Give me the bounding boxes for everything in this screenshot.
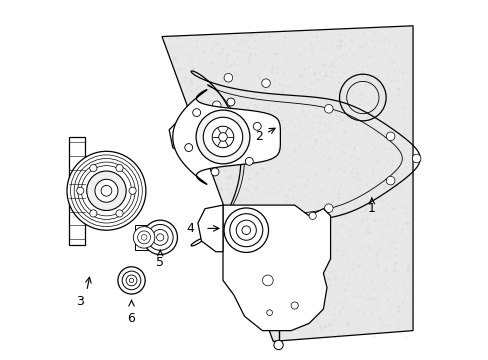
Circle shape bbox=[229, 214, 262, 247]
Text: 4: 4 bbox=[186, 222, 194, 235]
Circle shape bbox=[386, 176, 394, 185]
Circle shape bbox=[90, 210, 97, 217]
Circle shape bbox=[152, 229, 168, 245]
Circle shape bbox=[133, 226, 155, 248]
Circle shape bbox=[273, 340, 283, 350]
Circle shape bbox=[218, 133, 227, 141]
Circle shape bbox=[212, 101, 221, 109]
Circle shape bbox=[261, 79, 270, 87]
Circle shape bbox=[118, 267, 145, 294]
Circle shape bbox=[86, 171, 126, 211]
Text: 6: 6 bbox=[127, 311, 135, 325]
Circle shape bbox=[324, 204, 332, 212]
Circle shape bbox=[262, 275, 273, 286]
Circle shape bbox=[411, 154, 420, 163]
Circle shape bbox=[67, 151, 145, 230]
Circle shape bbox=[101, 185, 112, 196]
Polygon shape bbox=[162, 26, 412, 341]
Circle shape bbox=[386, 132, 394, 141]
Polygon shape bbox=[198, 205, 223, 252]
Circle shape bbox=[212, 207, 221, 216]
Circle shape bbox=[261, 229, 270, 238]
Circle shape bbox=[196, 110, 249, 164]
Circle shape bbox=[184, 144, 192, 152]
Circle shape bbox=[212, 126, 233, 148]
Circle shape bbox=[211, 168, 219, 176]
Circle shape bbox=[156, 234, 163, 241]
Circle shape bbox=[137, 231, 150, 244]
Circle shape bbox=[147, 225, 173, 250]
Circle shape bbox=[245, 157, 253, 165]
Circle shape bbox=[129, 278, 133, 283]
Text: 3: 3 bbox=[76, 296, 83, 309]
Circle shape bbox=[242, 226, 250, 234]
Text: 1: 1 bbox=[367, 202, 375, 215]
Polygon shape bbox=[223, 205, 330, 330]
Polygon shape bbox=[69, 137, 85, 244]
Circle shape bbox=[211, 154, 220, 163]
Circle shape bbox=[122, 271, 141, 290]
Polygon shape bbox=[172, 90, 280, 184]
Circle shape bbox=[116, 210, 123, 217]
Circle shape bbox=[116, 165, 123, 172]
Text: 2: 2 bbox=[254, 130, 262, 144]
Circle shape bbox=[203, 117, 242, 157]
Circle shape bbox=[253, 122, 261, 130]
Polygon shape bbox=[169, 119, 201, 155]
Circle shape bbox=[226, 98, 234, 106]
Circle shape bbox=[95, 179, 118, 202]
Circle shape bbox=[290, 302, 298, 309]
Circle shape bbox=[308, 212, 316, 220]
Circle shape bbox=[126, 275, 137, 286]
Circle shape bbox=[192, 109, 200, 117]
Circle shape bbox=[77, 187, 83, 194]
Circle shape bbox=[266, 310, 272, 316]
Circle shape bbox=[324, 104, 332, 113]
Circle shape bbox=[236, 220, 256, 240]
Circle shape bbox=[224, 208, 268, 252]
Text: 5: 5 bbox=[156, 256, 164, 269]
Circle shape bbox=[129, 187, 136, 194]
Circle shape bbox=[224, 73, 232, 82]
Circle shape bbox=[142, 220, 177, 255]
Circle shape bbox=[141, 234, 147, 240]
Circle shape bbox=[224, 235, 232, 243]
Polygon shape bbox=[135, 225, 153, 250]
Circle shape bbox=[90, 165, 97, 172]
